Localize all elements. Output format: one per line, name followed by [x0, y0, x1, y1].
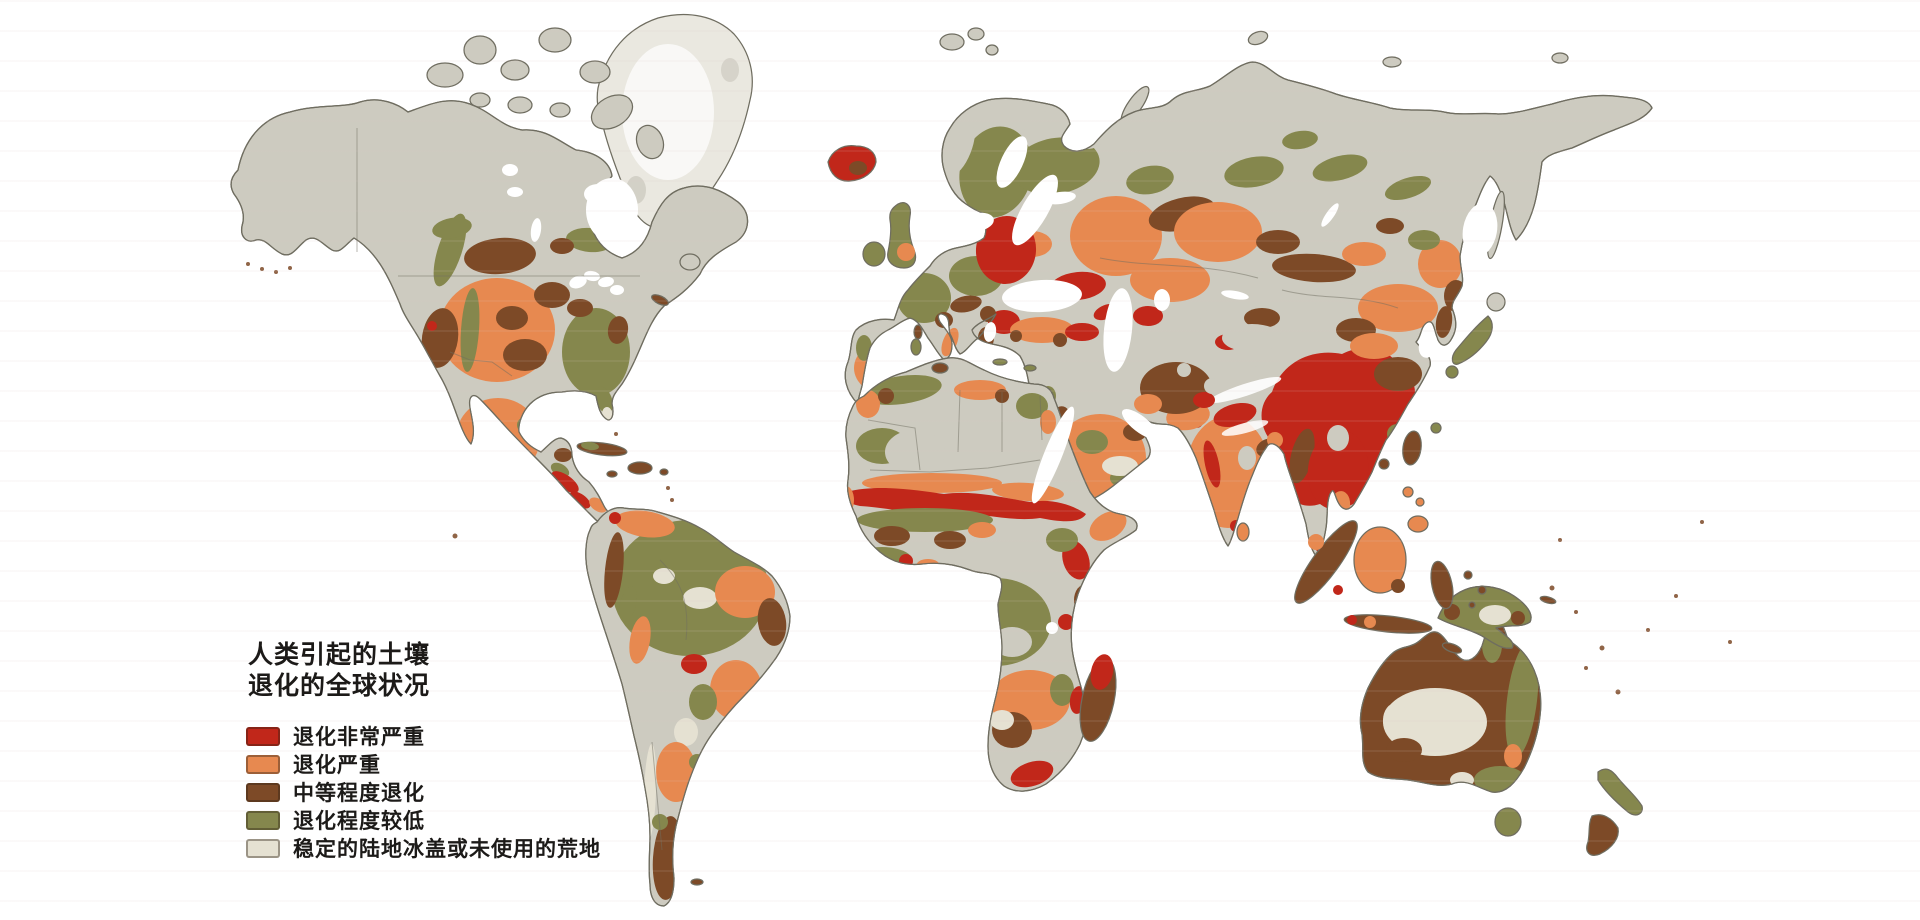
- nz-south-island: [1586, 814, 1619, 856]
- legend-item-very-severe: 退化非常严重: [246, 722, 601, 750]
- legend-swatch-moderate: [246, 782, 280, 802]
- ocean-specks: [246, 262, 1732, 695]
- sumatra: [1294, 520, 1358, 604]
- legend-item-moderate: 中等程度退化: [246, 778, 601, 806]
- legend-swatch-severe: [246, 754, 280, 774]
- map-legend: 人类引起的土壤 退化的全球状况 退化非常严重 退化严重 中等程度退化 退化程度较…: [246, 640, 601, 862]
- legend-item-low: 退化程度较低: [246, 806, 601, 834]
- inland-seas-lakes: [502, 136, 1498, 634]
- java: [1343, 614, 1433, 634]
- legend-label-low: 退化程度较低: [293, 810, 425, 833]
- legend-label-severe: 退化严重: [293, 754, 381, 777]
- newfoundland: [679, 253, 701, 271]
- islands: [576, 144, 1643, 886]
- hokkaido: [1486, 292, 1506, 312]
- legend-swatch-low: [246, 810, 280, 830]
- new-guinea: [1437, 585, 1532, 649]
- honshu: [1451, 315, 1493, 365]
- hispaniola: [627, 461, 653, 475]
- taiwan: [1430, 422, 1442, 434]
- legend-swatch-stable: [246, 838, 280, 858]
- sri-lanka: [1236, 522, 1250, 542]
- legend-title-line-2: 退化的全球状况: [248, 672, 431, 700]
- luzon: [1402, 430, 1422, 466]
- borneo: [1353, 526, 1407, 594]
- hainan: [1378, 458, 1390, 470]
- australia: [1359, 612, 1542, 793]
- legend-item-stable: 稳定的陆地冰盖或未使用的荒地: [246, 834, 601, 862]
- country-borders: [356, 128, 1399, 851]
- tasmania: [1494, 807, 1522, 837]
- legend-title: 人类引起的土壤 退化的全球状况: [248, 640, 601, 702]
- timor: [1441, 642, 1463, 654]
- falkland-islands: [690, 878, 704, 886]
- south-america: [585, 506, 791, 907]
- legend-label-very-severe: 退化非常严重: [293, 726, 425, 749]
- legend-swatch-very-severe: [246, 726, 280, 746]
- legend-item-severe: 退化严重: [246, 750, 601, 778]
- legend-title-line-1: 人类引起的土壤: [248, 641, 431, 669]
- sulawesi: [1430, 560, 1454, 610]
- legend-label-moderate: 中等程度退化: [293, 782, 425, 805]
- mindanao: [1407, 515, 1429, 533]
- legend-label-stable: 稳定的陆地冰盖或未使用的荒地: [293, 838, 601, 861]
- nz-north-island: [1597, 768, 1643, 816]
